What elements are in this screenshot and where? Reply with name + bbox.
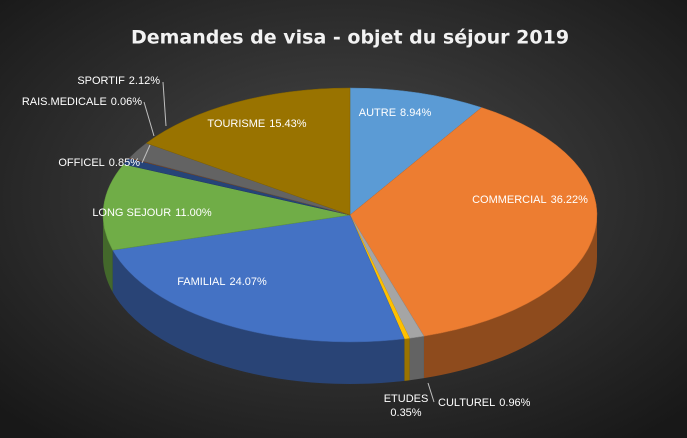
leader-line — [427, 382, 435, 403]
slice-side — [103, 215, 113, 293]
slice — [112, 214, 405, 343]
data-label: FAMILIAL 24.07% — [177, 276, 267, 288]
data-label: COMMERCIAL 36.22% — [472, 194, 588, 206]
slice-side — [409, 336, 424, 381]
data-label: AUTRE 8.94% — [359, 107, 432, 119]
category-label: SPORTIF — [77, 75, 125, 87]
value-label: 36.22% — [551, 194, 589, 206]
category-label: FAMILIAL — [177, 276, 225, 288]
category-label: LONG SEJOUR — [92, 207, 171, 219]
value-label: 0.96% — [499, 397, 530, 409]
category-label: OFFICEL — [58, 157, 104, 169]
category-label: AUTRE — [359, 107, 396, 119]
leader-line — [143, 101, 155, 137]
leader-line — [162, 81, 167, 127]
slice-side — [404, 338, 410, 381]
slice-side — [112, 250, 405, 384]
data-label: SPORTIF 2.12% — [77, 75, 160, 87]
data-label: OFFICEL 0.85% — [58, 157, 140, 169]
value-label: 2.12% — [129, 75, 160, 87]
category-label: ETUDES — [384, 393, 429, 405]
value-label: 8.94% — [400, 107, 431, 119]
data-label: LONG SEJOUR 11.00% — [92, 207, 212, 219]
value-label: 0.35% — [390, 407, 421, 419]
data-label: RAIS.MEDICALE 0.06% — [22, 96, 142, 108]
chart-title: Demandes de visa - objet du séjour 2019 — [131, 27, 569, 49]
value-label: 24.07% — [229, 276, 267, 288]
data-label: ETUDES 0.35% — [384, 393, 429, 419]
slice — [145, 87, 351, 216]
value-label: 15.43% — [269, 118, 307, 130]
category-label: COMMERCIAL — [472, 194, 547, 206]
value-label: 11.00% — [175, 207, 212, 219]
data-label: TOURISME 15.43% — [207, 118, 306, 130]
slice-side — [423, 215, 597, 379]
value-label: 0.06% — [111, 96, 142, 108]
value-label: 0.85% — [109, 157, 140, 169]
category-label: TOURISME — [207, 118, 265, 130]
slice — [102, 163, 351, 251]
leader-line — [141, 144, 151, 164]
data-label: CULTUREL 0.96% — [438, 397, 531, 409]
category-label: CULTUREL — [438, 397, 495, 409]
slice — [349, 87, 483, 216]
slice — [349, 107, 598, 337]
category-label: RAIS.MEDICALE — [22, 96, 107, 108]
